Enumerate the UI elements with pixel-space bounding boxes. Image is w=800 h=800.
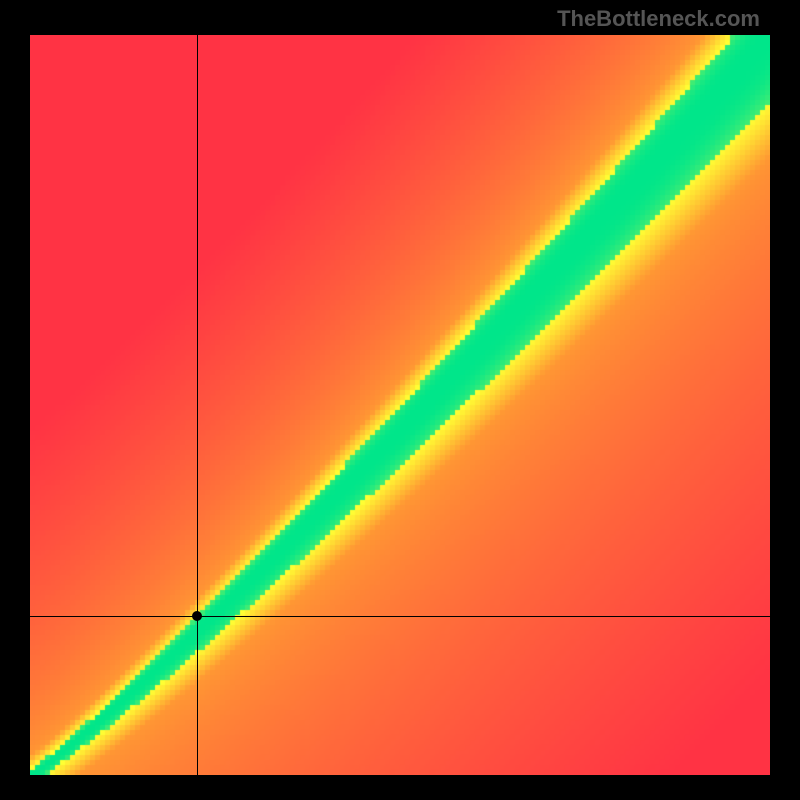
plot-area — [30, 35, 770, 775]
heatmap-canvas — [30, 35, 770, 775]
crosshair-horizontal — [30, 616, 770, 617]
chart-container: TheBottleneck.com — [0, 0, 800, 800]
watermark-text: TheBottleneck.com — [557, 6, 760, 32]
crosshair-marker — [192, 611, 202, 621]
crosshair-vertical — [197, 35, 198, 775]
